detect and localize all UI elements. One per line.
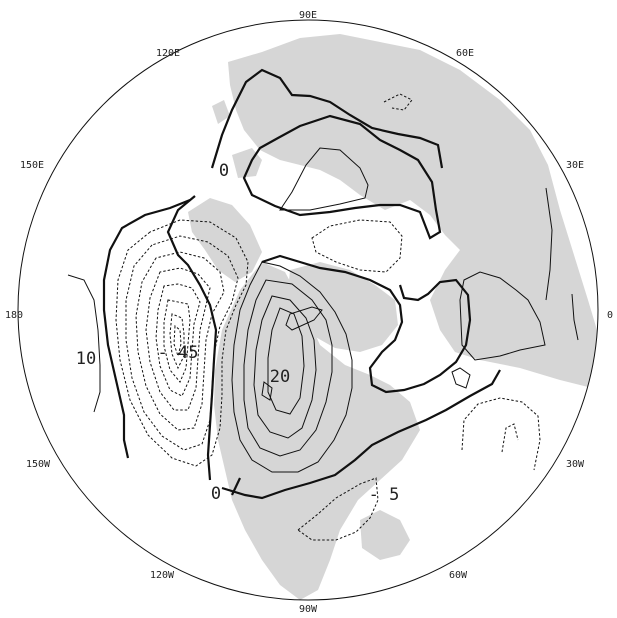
lon-label-0: 0 — [607, 310, 613, 321]
contour-neg-arctic — [311, 219, 403, 273]
contour-pos-arctic — [279, 147, 369, 211]
contour-pos-10 — [243, 279, 333, 457]
contour-neg-atlantic — [461, 397, 541, 471]
contour-label-0-bottom: 0 — [211, 484, 221, 504]
contour-label-20: 20 — [270, 367, 290, 387]
lon-label-150w: 150W — [26, 459, 51, 470]
lon-label-150e: 150E — [20, 160, 44, 171]
contour-neg-15 — [135, 251, 225, 431]
lon-label-60e: 60E — [456, 48, 474, 59]
contour-label-neg45: - 45 — [158, 343, 199, 363]
contour-labels: 0 - 45 10 20 0 - 5 — [76, 161, 400, 505]
zero-contour-pacific — [102, 198, 191, 459]
land-north-america — [214, 262, 420, 600]
contour-pos-europe — [459, 271, 546, 361]
zero-contour-west — [166, 195, 501, 500]
contour-neg-25 — [155, 283, 201, 397]
contour-pos-pacific — [67, 274, 101, 413]
contour-neg-30 — [163, 299, 191, 383]
lon-label-90e: 90E — [299, 10, 317, 21]
land-central-america — [360, 510, 410, 560]
zero-contour-greenland — [261, 254, 472, 394]
land-alaska — [188, 198, 262, 282]
contour-pos-small-europe — [451, 367, 471, 389]
contour-pos-20 — [267, 307, 305, 415]
longitude-labels: 90E 60E 120E 30E 150E 180 0 150W 30W 120… — [5, 10, 613, 615]
land-greenland — [288, 262, 398, 352]
contour-neg-10 — [125, 235, 239, 451]
contour-pos-25 — [285, 306, 323, 331]
lon-label-60w: 60W — [449, 570, 468, 581]
land-masses — [188, 34, 598, 600]
contour-neg-20 — [145, 267, 211, 411]
contour-pos-5 — [231, 261, 353, 473]
contour-neg-caribbean — [297, 477, 379, 541]
contour-label-neg5: - 5 — [369, 485, 400, 505]
lon-label-180: 180 — [5, 310, 23, 321]
contour-label-0-top: 0 — [219, 161, 229, 181]
contour-neg-5 — [115, 219, 249, 467]
contour-pos-small — [261, 381, 273, 401]
lon-label-30e: 30E — [566, 160, 584, 171]
lon-label-30w: 30W — [566, 459, 585, 470]
lon-label-120w: 120W — [150, 570, 175, 581]
map-boundary — [17, 19, 599, 601]
contours — [67, 68, 579, 541]
contour-neg-40 — [173, 325, 182, 358]
zero-contour-arctic — [210, 68, 444, 240]
contour-neg-35 — [169, 313, 185, 370]
contour-pos-15 — [253, 295, 317, 439]
contour-label-10: 10 — [76, 349, 96, 369]
lon-label-90w: 90W — [299, 604, 318, 615]
lon-label-120e: 120E — [156, 48, 180, 59]
contour-pos-east — [545, 187, 579, 341]
land-island-small — [212, 100, 230, 124]
